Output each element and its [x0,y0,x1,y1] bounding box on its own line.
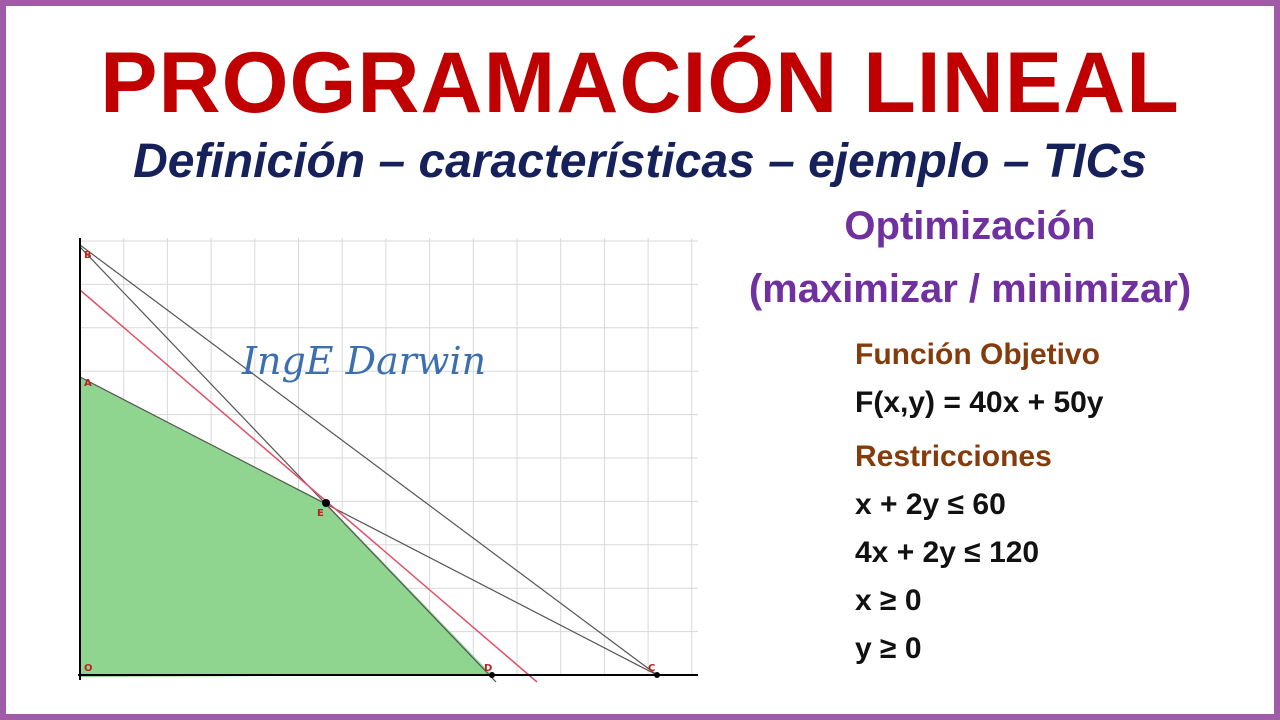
objective: F(x,y) = 40x + 50y [855,386,1104,419]
point [654,672,660,678]
side-heading: Optimización [844,204,1096,248]
constraint-line [79,244,658,676]
constraint: x ≥ 0 [855,584,922,617]
constraint: y ≥ 0 [855,632,922,665]
point-label: D [484,663,492,674]
subtitle: Definición – características – ejemplo –… [133,135,1147,188]
constraints-label: Restricciones [855,440,1052,473]
feasible-region [80,377,492,677]
title: PROGRAMACIÓN LINEAL [100,35,1180,131]
point [322,499,330,507]
watermark: IngE Darwin [241,339,486,383]
point [489,672,495,678]
side-subheading: (maximizar / minimizar) [748,267,1192,311]
objective-line [79,289,538,683]
objective-label: Función Objetivo [855,338,1100,371]
graph: B A E O D C IngE Darwin [78,238,698,683]
point-label: B [84,250,92,261]
constraint-line [79,376,658,676]
point-label: E [317,508,324,519]
point-label: O [84,663,93,674]
point-label: C [648,663,655,674]
constraint-line [79,246,497,683]
point-label: A [84,378,92,389]
constraint: 4x + 2y ≤ 120 [855,536,1040,569]
constraint: x + 2y ≤ 60 [855,488,1006,521]
